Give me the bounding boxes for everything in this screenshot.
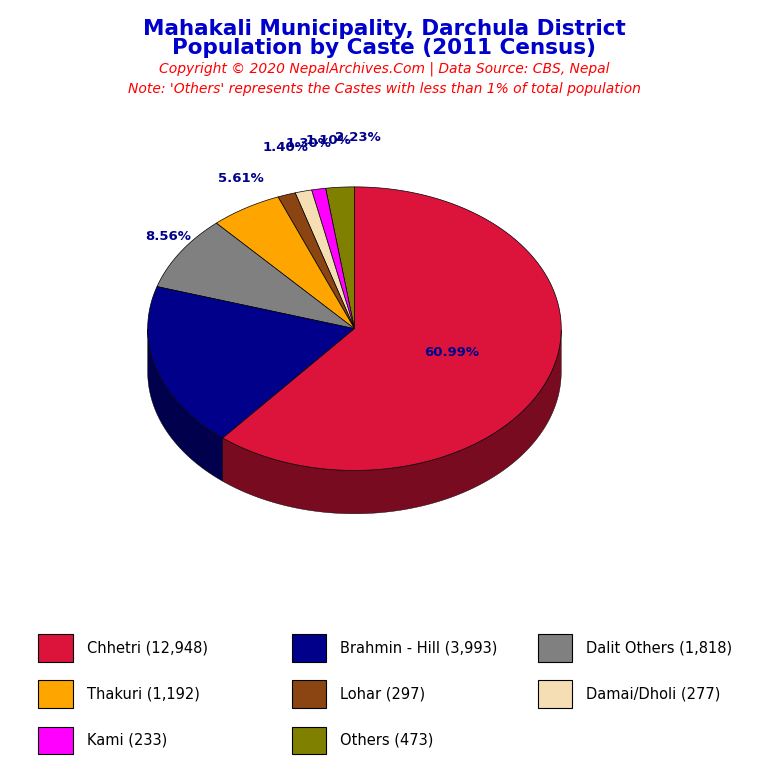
Text: Lohar (297): Lohar (297) bbox=[340, 687, 425, 702]
Text: Population by Caste (2011 Census): Population by Caste (2011 Census) bbox=[172, 38, 596, 58]
Polygon shape bbox=[295, 190, 355, 329]
Text: Thakuri (1,192): Thakuri (1,192) bbox=[87, 687, 200, 702]
Polygon shape bbox=[223, 187, 561, 471]
Text: 1.40%: 1.40% bbox=[263, 141, 309, 154]
Bar bbox=[538, 634, 572, 662]
Text: 1.10%: 1.10% bbox=[306, 134, 352, 147]
Text: Dalit Others (1,818): Dalit Others (1,818) bbox=[586, 641, 732, 656]
Text: 2.23%: 2.23% bbox=[335, 131, 381, 144]
Text: 60.99%: 60.99% bbox=[424, 346, 479, 359]
Polygon shape bbox=[147, 329, 223, 482]
Text: Damai/Dholi (277): Damai/Dholi (277) bbox=[586, 687, 720, 702]
Polygon shape bbox=[217, 197, 355, 329]
Bar bbox=[292, 727, 326, 754]
Text: Brahmin - Hill (3,993): Brahmin - Hill (3,993) bbox=[340, 641, 498, 656]
Bar bbox=[38, 680, 73, 708]
Polygon shape bbox=[223, 329, 561, 514]
Text: 8.56%: 8.56% bbox=[146, 230, 191, 243]
Text: 1.30%: 1.30% bbox=[286, 137, 331, 150]
Bar bbox=[38, 634, 73, 662]
Polygon shape bbox=[312, 188, 355, 329]
Polygon shape bbox=[326, 187, 355, 329]
Bar bbox=[538, 680, 572, 708]
Text: Mahakali Municipality, Darchula District: Mahakali Municipality, Darchula District bbox=[143, 19, 625, 39]
Polygon shape bbox=[147, 286, 355, 438]
Polygon shape bbox=[278, 193, 355, 329]
Text: Chhetri (12,948): Chhetri (12,948) bbox=[87, 641, 208, 656]
Bar bbox=[38, 727, 73, 754]
Polygon shape bbox=[157, 223, 355, 329]
Text: Note: 'Others' represents the Castes with less than 1% of total population: Note: 'Others' represents the Castes wit… bbox=[127, 82, 641, 96]
Bar bbox=[292, 634, 326, 662]
Bar bbox=[292, 680, 326, 708]
Text: Others (473): Others (473) bbox=[340, 733, 434, 748]
Text: Copyright © 2020 NepalArchives.Com | Data Source: CBS, Nepal: Copyright © 2020 NepalArchives.Com | Dat… bbox=[159, 61, 609, 76]
Text: Kami (233): Kami (233) bbox=[87, 733, 167, 748]
Text: 18.81%: 18.81% bbox=[218, 366, 273, 379]
Text: 5.61%: 5.61% bbox=[218, 171, 264, 184]
